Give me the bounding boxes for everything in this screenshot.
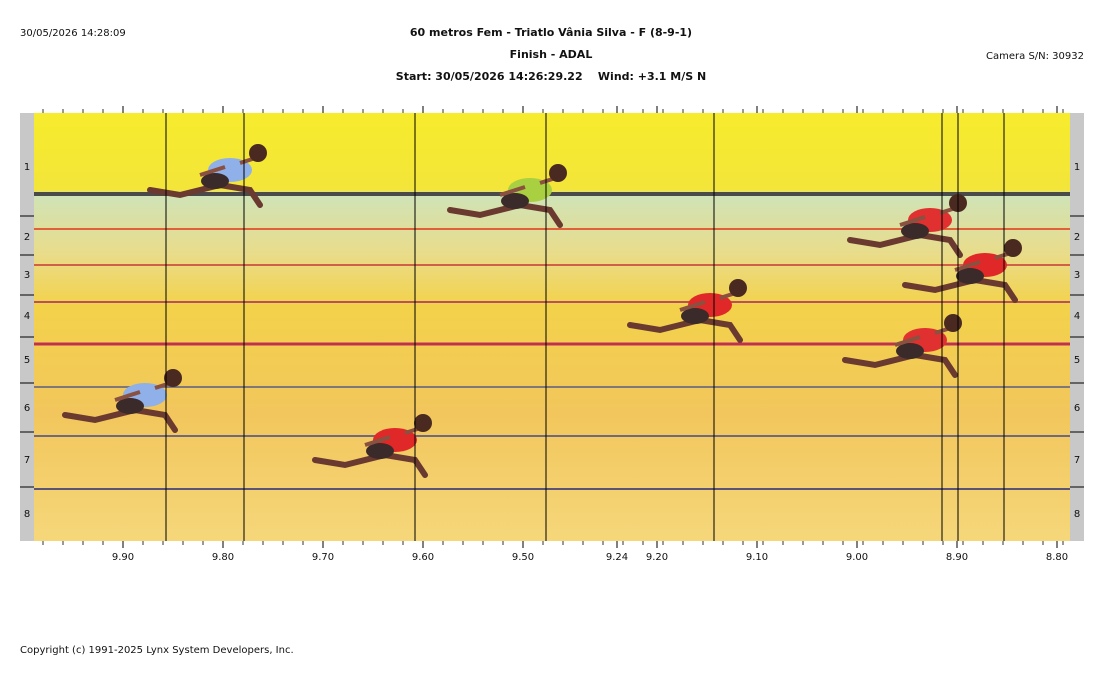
- runner: [847, 194, 967, 258]
- runner: [312, 414, 432, 478]
- head: [249, 144, 267, 162]
- runner: [902, 239, 1022, 303]
- time-label: 8.80: [1046, 552, 1068, 563]
- runner: [842, 314, 962, 378]
- lane-label: 8: [24, 509, 30, 520]
- legs: [842, 352, 958, 378]
- time-label: 9.60: [412, 552, 434, 563]
- timestamp: 30/05/2026 14:28:09: [20, 28, 126, 39]
- lane-label: 8: [1074, 509, 1080, 520]
- lane-label: 3: [1074, 270, 1080, 281]
- shorts: [896, 343, 924, 359]
- lane-bar-right: [1070, 113, 1084, 541]
- runner: [627, 279, 747, 343]
- lane-label: 2: [24, 232, 30, 243]
- subtitle: Finish - ADAL: [510, 48, 593, 61]
- head: [164, 369, 182, 387]
- legs: [902, 277, 1018, 303]
- legs: [847, 232, 963, 258]
- shorts: [201, 173, 229, 189]
- shorts: [681, 308, 709, 324]
- shorts: [501, 193, 529, 209]
- time-label: 9.20: [646, 552, 668, 563]
- shorts: [956, 268, 984, 284]
- scene: 1 1 2 2 3 3 4 4 5 5 6 6 7 7 8 8 9.90 9.80 9.70 9.60 9.50 9.24…: [20, 106, 1084, 563]
- lane-label: 6: [24, 403, 30, 414]
- time-label: 9.70: [312, 552, 334, 563]
- lane-label: 4: [24, 311, 30, 322]
- lane-label: 7: [1074, 455, 1080, 466]
- lane-bar-left: [20, 113, 34, 541]
- legs: [627, 317, 743, 343]
- legs: [147, 182, 263, 208]
- title: 60 metros Fem - Triatlo Vânia Silva - F …: [410, 26, 692, 39]
- time-label: 9.80: [212, 552, 234, 563]
- runner: [62, 369, 182, 433]
- lane-label: 1: [1074, 162, 1080, 173]
- footer: Copyright (c) 1991-2025 Lynx System Deve…: [20, 645, 294, 656]
- time-label: 9.50: [512, 552, 534, 563]
- head: [549, 164, 567, 182]
- shorts: [901, 223, 929, 239]
- lane-label: 6: [1074, 403, 1080, 414]
- head: [944, 314, 962, 332]
- lane-label: 7: [24, 455, 30, 466]
- runner: [147, 144, 267, 208]
- time-label: 9.00: [846, 552, 868, 563]
- head: [1004, 239, 1022, 257]
- lane-label: 5: [24, 355, 30, 366]
- shorts: [116, 398, 144, 414]
- camera: Camera S/N: 30932: [986, 51, 1084, 62]
- lane-label: 1: [24, 162, 30, 173]
- time-label: 9.90: [112, 552, 134, 563]
- time-label: 9.24: [606, 552, 628, 563]
- lane-label: 4: [1074, 311, 1080, 322]
- head: [729, 279, 747, 297]
- legs: [62, 407, 178, 433]
- lane-label: 2: [1074, 232, 1080, 243]
- head: [414, 414, 432, 432]
- runner: [447, 164, 567, 228]
- time-label: 8.90: [946, 552, 968, 563]
- time-label: 9.10: [746, 552, 768, 563]
- shorts: [366, 443, 394, 459]
- legs: [447, 202, 563, 228]
- start-info: Start: 30/05/2026 14:26:29.22 Wind: +3.1…: [396, 70, 706, 83]
- lane-label: 3: [24, 270, 30, 281]
- lane-label: 5: [1074, 355, 1080, 366]
